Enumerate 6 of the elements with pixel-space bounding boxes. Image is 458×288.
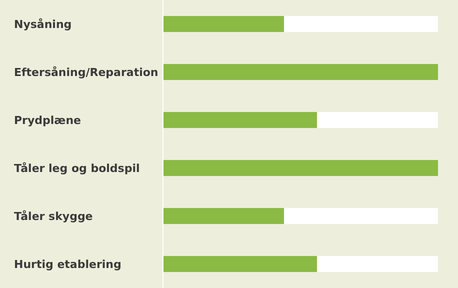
- y-tick-label: Tåler leg og boldspil: [14, 162, 140, 175]
- y-tick-label: Nysåning: [14, 18, 72, 31]
- y-tick-label: Hurtig etablering: [14, 258, 122, 271]
- y-tick-label: Eftersåning/Reparation: [14, 66, 158, 79]
- y-tick-label: Prydplæne: [14, 114, 81, 127]
- y-tick-label: Tåler skygge: [14, 210, 93, 223]
